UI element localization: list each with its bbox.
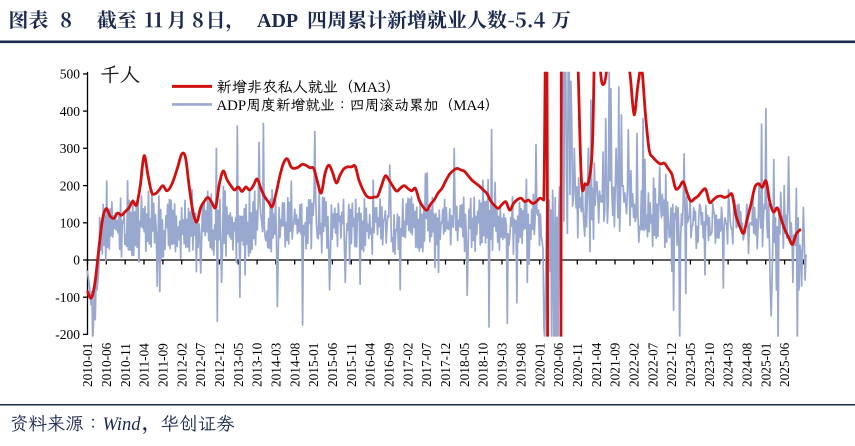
svg-text:0: 0: [73, 253, 80, 268]
svg-text:2021-04: 2021-04: [589, 342, 604, 387]
svg-text:2013-05: 2013-05: [231, 342, 246, 387]
svg-text:2010-11: 2010-11: [118, 343, 133, 387]
svg-text:2017-12: 2017-12: [438, 343, 453, 387]
svg-text:ADP: ADP: [257, 10, 298, 32]
svg-text:400: 400: [60, 104, 81, 119]
svg-text:2011-04: 2011-04: [137, 343, 152, 387]
svg-text:2015-01: 2015-01: [306, 343, 321, 387]
svg-text:2011-09: 2011-09: [156, 343, 171, 387]
svg-text:2025-06: 2025-06: [777, 342, 792, 387]
svg-text:2020-01: 2020-01: [532, 343, 547, 387]
svg-text:2018-10: 2018-10: [476, 342, 491, 387]
svg-text:2014-08: 2014-08: [287, 342, 302, 387]
svg-text:2020-06: 2020-06: [551, 342, 566, 387]
svg-text:2019-08: 2019-08: [513, 342, 528, 387]
svg-text:2014-03: 2014-03: [269, 342, 284, 387]
svg-text:2020-11: 2020-11: [570, 343, 585, 387]
svg-text:500: 500: [60, 67, 81, 82]
svg-text:2016-04: 2016-04: [363, 342, 378, 387]
svg-text:-100: -100: [55, 290, 80, 305]
svg-text:2024-03: 2024-03: [721, 342, 736, 387]
svg-text:2021-09: 2021-09: [608, 342, 623, 387]
svg-text:2023-10: 2023-10: [702, 342, 717, 387]
svg-text:100: 100: [60, 216, 81, 231]
svg-text:2025-01: 2025-01: [758, 343, 773, 387]
svg-text:2010-06: 2010-06: [99, 342, 114, 387]
svg-text:2022-07: 2022-07: [645, 342, 660, 387]
svg-text:ADP: ADP: [217, 98, 247, 114]
svg-text:2018-05: 2018-05: [457, 342, 472, 387]
svg-text:Wind: Wind: [103, 415, 142, 435]
svg-text:2012-02: 2012-02: [174, 343, 189, 387]
svg-text:2015-06: 2015-06: [325, 342, 340, 387]
svg-text:2017-07: 2017-07: [419, 342, 434, 387]
svg-text:2016-09: 2016-09: [382, 342, 397, 387]
svg-text:2017-02: 2017-02: [400, 343, 415, 387]
svg-text:2012-12: 2012-12: [212, 343, 227, 387]
svg-text:2013-10: 2013-10: [250, 342, 265, 387]
svg-text:2015-11: 2015-11: [344, 343, 359, 387]
svg-text:2012-07: 2012-07: [193, 342, 208, 387]
svg-text:2019-03: 2019-03: [495, 342, 510, 387]
svg-text:2023-05: 2023-05: [683, 342, 698, 387]
svg-text:300: 300: [60, 141, 81, 156]
svg-text:MA4: MA4: [453, 98, 485, 114]
svg-text:2022-12: 2022-12: [664, 343, 679, 387]
svg-text:2022-02: 2022-02: [627, 343, 642, 387]
svg-text:-200: -200: [55, 327, 80, 342]
svg-text:MA3: MA3: [353, 79, 385, 96]
svg-text:2024-08: 2024-08: [740, 342, 755, 387]
svg-text:2010-01: 2010-01: [80, 343, 95, 387]
svg-text:200: 200: [60, 178, 81, 193]
